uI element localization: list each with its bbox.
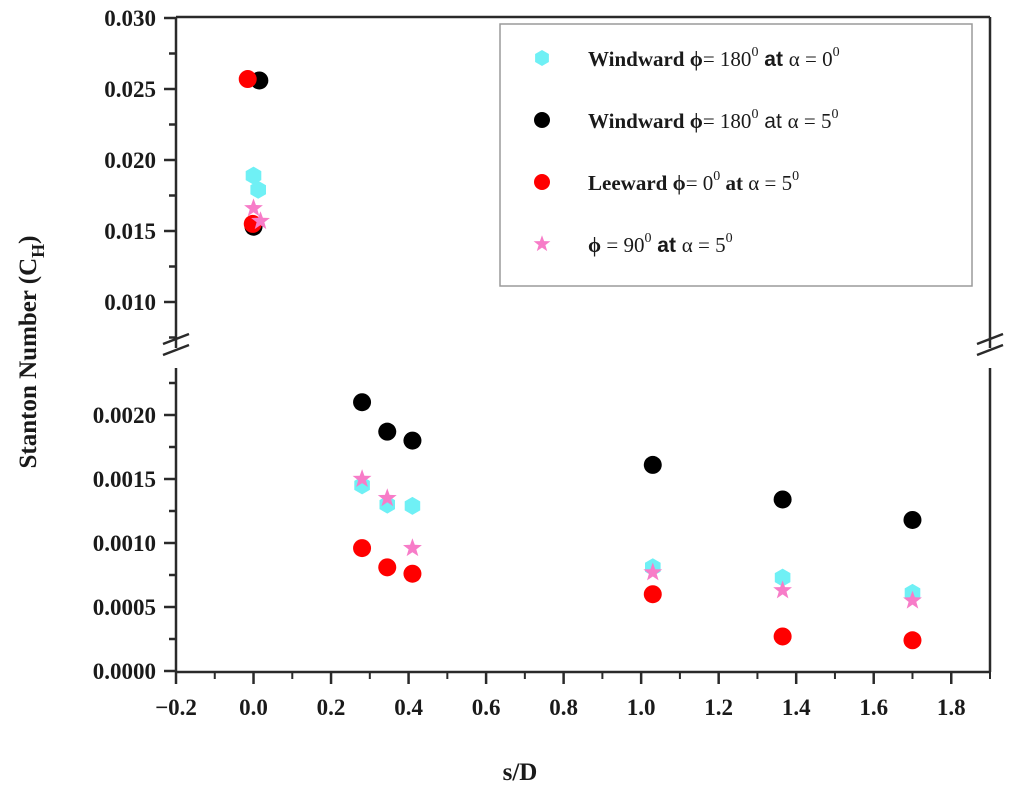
x-tick-label: 1.4: [782, 695, 811, 720]
legend-item-2: Leeward ϕ= 00 at α = 50: [534, 169, 799, 195]
x-tick-label: 1.6: [859, 695, 888, 720]
y-axis-ticks: 0.0000 0.0005 0.0010 0.0015 0.0020 0.010 0.015…: [93, 6, 176, 684]
series-3: [244, 198, 922, 609]
x-tick-label: −0.2: [155, 695, 197, 720]
legend-label: ϕ = 900 at α = 50: [588, 231, 733, 257]
x-axis-ticks: −0.2 0.0 0.2 0.4 0.6 0.8 1.0 1.2 1.4 1.6 1.8: [155, 672, 991, 720]
series-2: [238, 70, 922, 650]
x-tick-label: 0.6: [472, 695, 501, 720]
legend-item-3: ϕ = 900 at α = 50: [533, 231, 733, 257]
x-tick-label: 1.8: [937, 695, 966, 720]
y-tick-label: 0.020: [104, 148, 156, 173]
x-tick-label: 0.4: [394, 695, 423, 720]
y-tick-label: 0.010: [104, 290, 156, 315]
y-tick-label: 0.015: [104, 219, 156, 244]
y-tick-label: 0.030: [104, 6, 156, 31]
y-tick-label: 0.0020: [93, 403, 156, 428]
legend-label: Leeward ϕ= 00 at α = 50: [588, 169, 799, 195]
x-axis-title: s/D: [503, 759, 538, 786]
x-tick-label: 0.2: [317, 695, 346, 720]
x-tick-label: 0.8: [549, 695, 578, 720]
y-tick-label: 0.0005: [93, 595, 156, 620]
plot-frame: [174, 15, 992, 674]
legend-item-0: Windward ϕ= 1800 at α = 00: [535, 45, 840, 71]
data-points: [238, 70, 922, 650]
y-tick-label: 0.0010: [93, 531, 156, 556]
y-tick-label: 0.025: [104, 77, 156, 102]
legend-label: Windward ϕ= 1800 at α = 00: [588, 45, 840, 71]
x-tick-label: 1.2: [704, 695, 733, 720]
legend: Windward ϕ= 1800 at α = 00 Windward ϕ= 18…: [499, 23, 973, 287]
y-axis-title: Stanton Number (CH): [15, 235, 48, 468]
legend-label: Windward ϕ= 1800 at α = 50: [588, 107, 838, 133]
axis-break-marks: [162, 332, 1004, 357]
x-tick-label: 0.0: [239, 695, 268, 720]
x-tick-label: 1.0: [627, 695, 656, 720]
y-tick-label: 0.0015: [93, 467, 156, 492]
legend-item-1: Windward ϕ= 1800 at α = 50: [534, 107, 838, 133]
y-tick-label: 0.0000: [93, 659, 156, 684]
